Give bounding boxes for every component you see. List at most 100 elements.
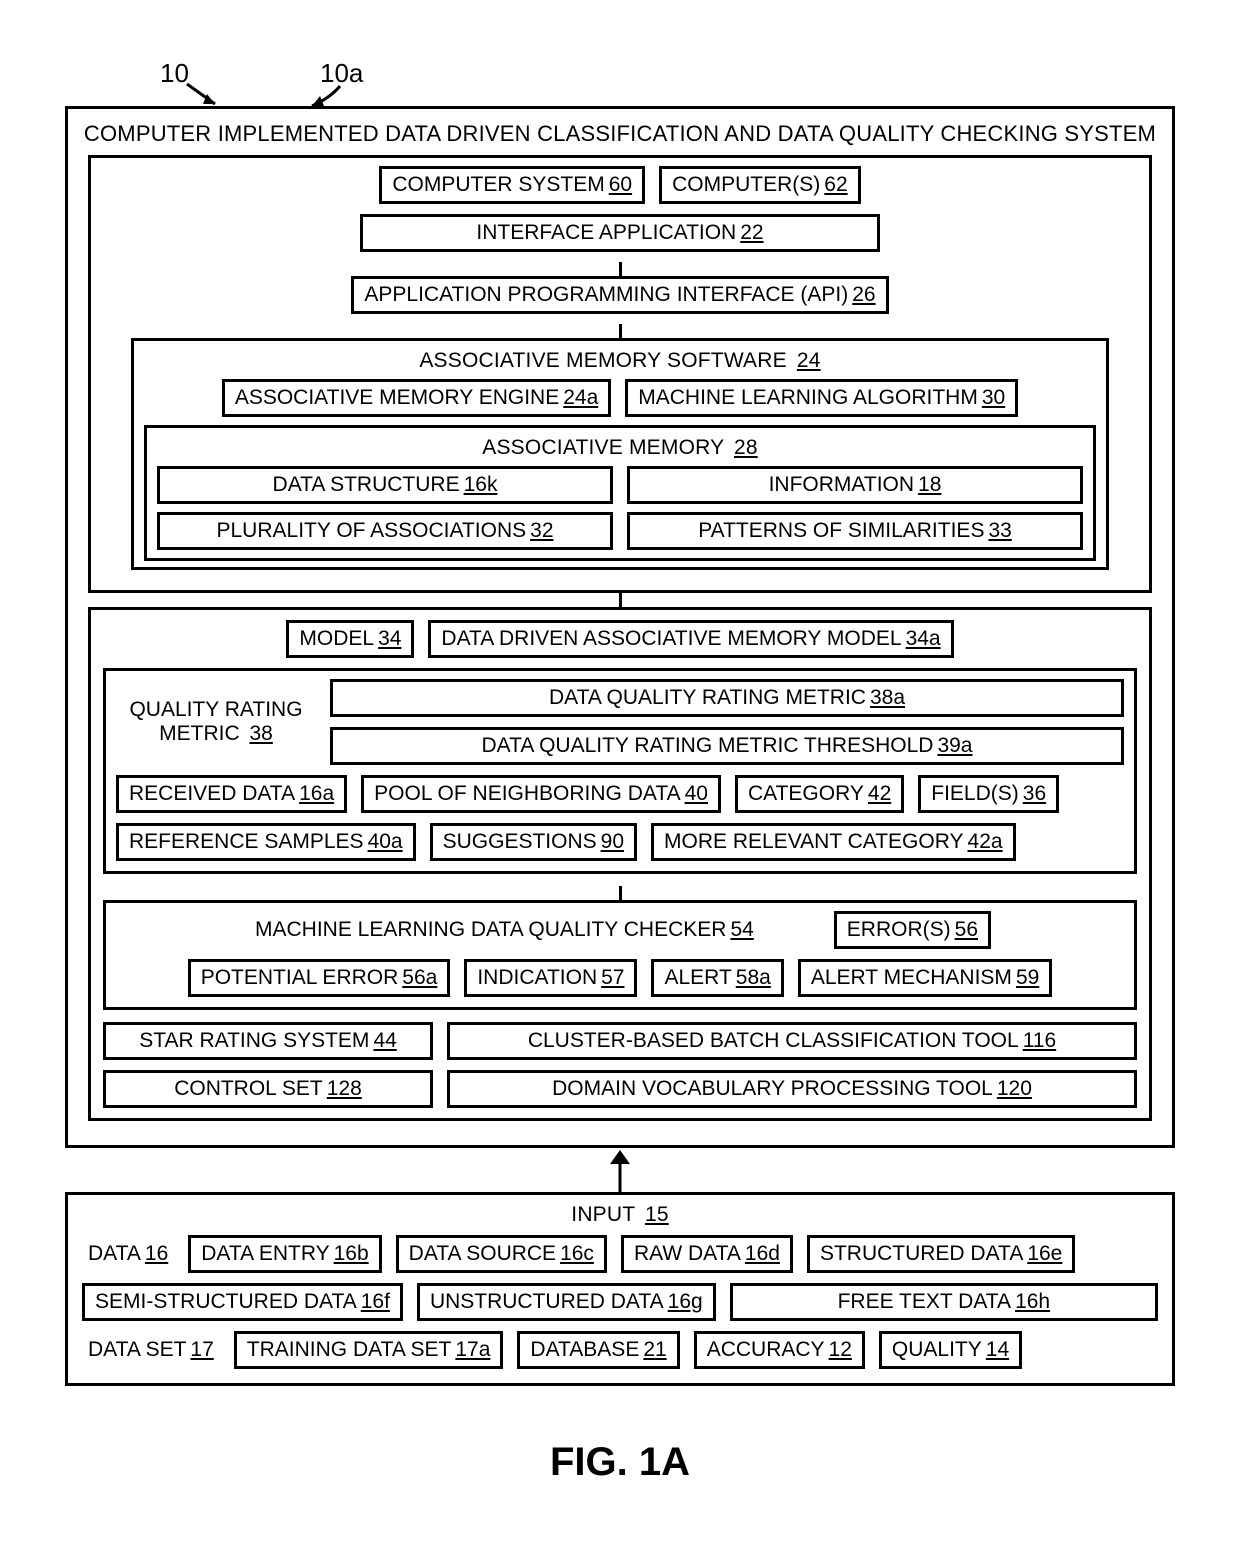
quality-rating-l2: METRIC	[159, 722, 240, 745]
poterr-box: POTENTIAL ERROR 56a	[188, 959, 451, 997]
page: 10 10a COMPUTER IMPLEMENTED DATA DRIVEN …	[0, 0, 1240, 1544]
sugg-ref: 90	[601, 830, 624, 854]
model-text: MODEL	[299, 627, 374, 651]
database-ref: 21	[643, 1338, 666, 1362]
sugg-text: SUGGESTIONS	[443, 830, 597, 854]
semi-structured-ref: 16f	[361, 1290, 390, 1314]
refsamp-box: REFERENCE SAMPLES 40a	[116, 823, 416, 861]
pool-text: POOL OF NEIGHBORING DATA	[374, 782, 680, 806]
poterr-text: POTENTIAL ERROR	[201, 966, 399, 990]
inner-frame: COMPUTER SYSTEM 60 COMPUTER(S) 62 INTERF…	[88, 155, 1152, 593]
database-box: DATABASE 21	[517, 1331, 679, 1369]
control-set-text: CONTROL SET	[174, 1077, 323, 1101]
ml-alg-box: MACHINE LEARNING ALGORITHM 30	[625, 379, 1018, 417]
interface-app-text: INTERFACE APPLICATION	[476, 221, 736, 245]
assoc-mem-box: ASSOCIATIVE MEMORY 28 DATA STRUCTURE 16k…	[144, 425, 1096, 561]
alertmech-ref: 59	[1016, 966, 1039, 990]
main-system-title: COMPUTER IMPLEMENTED DATA DRIVEN CLASSIF…	[68, 121, 1172, 147]
data-source-text: DATA SOURCE	[409, 1242, 556, 1266]
quality-rating-label: QUALITY RATING METRIC 38	[116, 679, 316, 765]
section2-frame: MODEL 34 DATA DRIVEN ASSOCIATIVE MEMORY …	[88, 607, 1152, 1121]
training-set-ref: 17a	[455, 1338, 490, 1362]
assoc-sw-title: ASSOCIATIVE MEMORY SOFTWARE 24	[144, 349, 1096, 373]
training-set-text: TRAINING DATA SET	[247, 1338, 452, 1362]
assoc-plural-box: PLURALITY OF ASSOCIATIONS 32	[157, 512, 613, 550]
connector-2	[101, 324, 1139, 338]
alert-box: ALERT 58a	[651, 959, 783, 997]
interface-app-box: INTERFACE APPLICATION 22	[360, 214, 880, 252]
ml-alg-text: MACHINE LEARNING ALGORITHM	[638, 386, 978, 410]
assoc-sw-ref: 24	[797, 349, 821, 372]
assoc-mem-ref: 28	[734, 436, 758, 459]
dqrmt-ref: 39a	[937, 734, 972, 758]
fields-text: FIELD(S)	[931, 782, 1019, 806]
quality-rating-group: QUALITY RATING METRIC 38 DATA QUALITY RA…	[103, 668, 1137, 874]
data-entry-ref: 16b	[334, 1242, 369, 1266]
patterns-box: PATTERNS OF SIMILARITIES 33	[627, 512, 1083, 550]
assoc-mem-text: ASSOCIATIVE MEMORY	[482, 436, 724, 459]
accuracy-box: ACCURACY 12	[694, 1331, 865, 1369]
unstructured-ref: 16g	[668, 1290, 703, 1314]
free-text-text: FREE TEXT DATA	[838, 1290, 1011, 1314]
category-box: CATEGORY 42	[735, 775, 904, 813]
assoc-plural-text: PLURALITY OF ASSOCIATIONS	[217, 519, 527, 543]
input-ref: 15	[645, 1203, 669, 1226]
dqrm-text: DATA QUALITY RATING METRIC	[549, 686, 866, 710]
assoc-engine-ref: 24a	[563, 386, 598, 410]
data-label: DATA 16	[82, 1235, 174, 1273]
star-rating-text: STAR RATING SYSTEM	[139, 1029, 369, 1053]
dqrmt-box: DATA QUALITY RATING METRIC THRESHOLD 39a	[330, 727, 1124, 765]
alertmech-box: ALERT MECHANISM 59	[798, 959, 1052, 997]
cluster-box: CLUSTER-BASED BATCH CLASSIFICATION TOOL …	[447, 1022, 1137, 1060]
computer-system-ref: 60	[609, 173, 632, 197]
alert-ref: 58a	[736, 966, 771, 990]
dqrmt-text: DATA QUALITY RATING METRIC THRESHOLD	[482, 734, 934, 758]
data-source-box: DATA SOURCE 16c	[396, 1235, 607, 1273]
star-rating-box: STAR RATING SYSTEM 44	[103, 1022, 433, 1060]
category-text: CATEGORY	[748, 782, 864, 806]
ml-alg-ref: 30	[982, 386, 1005, 410]
data-source-ref: 16c	[560, 1242, 594, 1266]
api-ref: 26	[852, 283, 875, 307]
indication-box: INDICATION 57	[464, 959, 637, 997]
main-system-box: COMPUTER IMPLEMENTED DATA DRIVEN CLASSIF…	[65, 106, 1175, 1148]
data-set-ref: 17	[190, 1338, 213, 1362]
ddamm-box: DATA DRIVEN ASSOCIATIVE MEMORY MODEL 34a	[428, 620, 953, 658]
errors-box: ERROR(S) 56	[834, 911, 991, 949]
free-text-ref: 16h	[1015, 1290, 1050, 1314]
refsamp-text: REFERENCE SAMPLES	[129, 830, 364, 854]
unstructured-box: UNSTRUCTURED DATA 16g	[417, 1283, 716, 1321]
raw-data-text: RAW DATA	[634, 1242, 741, 1266]
assoc-mem-title: ASSOCIATIVE MEMORY 28	[157, 436, 1083, 460]
unstructured-text: UNSTRUCTURED DATA	[430, 1290, 664, 1314]
sugg-box: SUGGESTIONS 90	[430, 823, 637, 861]
morecat-box: MORE RELEVANT CATEGORY 42a	[651, 823, 1016, 861]
quality-text: QUALITY	[892, 1338, 982, 1362]
morecat-text: MORE RELEVANT CATEGORY	[664, 830, 964, 854]
information-box: INFORMATION 18	[627, 466, 1083, 504]
mlqc-group: MACHINE LEARNING DATA QUALITY CHECKER 54…	[103, 900, 1137, 1010]
recv-text: RECEIVED DATA	[129, 782, 295, 806]
api-text: APPLICATION PROGRAMMING INTERFACE (API)	[364, 283, 848, 307]
model-box: MODEL 34	[286, 620, 414, 658]
patterns-ref: 33	[988, 519, 1011, 543]
input-text: INPUT	[571, 1203, 635, 1226]
alertmech-text: ALERT MECHANISM	[811, 966, 1012, 990]
cluster-ref: 116	[1023, 1029, 1056, 1053]
mlqc-ref: 54	[730, 918, 753, 942]
accuracy-text: ACCURACY	[707, 1338, 825, 1362]
recv-ref: 16a	[299, 782, 334, 806]
connector-1	[101, 262, 1139, 276]
control-set-ref: 128	[327, 1077, 362, 1101]
assoc-plural-ref: 32	[530, 519, 553, 543]
mlqc-label: MACHINE LEARNING DATA QUALITY CHECKER 54	[249, 911, 760, 949]
quality-ref: 14	[986, 1338, 1009, 1362]
free-text-box: FREE TEXT DATA 16h	[730, 1283, 1158, 1321]
ddamm-text: DATA DRIVEN ASSOCIATIVE MEMORY MODEL	[441, 627, 901, 651]
connector-3	[68, 593, 1172, 607]
input-box: INPUT 15 DATA 16 DATA ENTRY 16b DATA SOU…	[65, 1192, 1175, 1386]
fields-ref: 36	[1023, 782, 1046, 806]
data-entry-box: DATA ENTRY 16b	[188, 1235, 381, 1273]
dqrm-ref: 38a	[870, 686, 905, 710]
raw-data-box: RAW DATA 16d	[621, 1235, 793, 1273]
